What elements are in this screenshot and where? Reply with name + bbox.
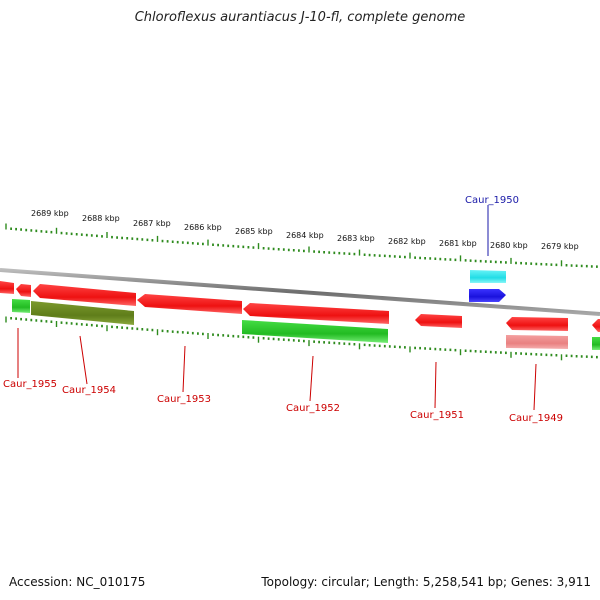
- gene-labels: Caur_1955 Caur_1954 Caur_1953 Caur_1952 …: [3, 195, 563, 424]
- gene-left-fragment[interactable]: [0, 281, 14, 294]
- kbp-label: 2688 kbp: [82, 214, 120, 223]
- accession-text: Accession: NC_010175: [9, 575, 146, 589]
- kbp-labels: 2689 kbp 2688 kbp 2687 kbp 2686 kbp 2685…: [31, 209, 579, 251]
- gene-caur-1954[interactable]: [31, 301, 134, 325]
- gene-label-caur-1955: Caur_1955: [3, 379, 57, 390]
- inner-tick-scale: [5, 316, 598, 361]
- kbp-label: 2683 kbp: [337, 234, 375, 243]
- outer-tick-scale: [5, 223, 598, 268]
- gene-caur-1953[interactable]: [137, 294, 242, 314]
- gene-caur-1949-red[interactable]: [506, 317, 568, 331]
- gene-caur-1951[interactable]: [415, 314, 462, 328]
- topology-text: Topology: circular; Length: 5,258,541 bp…: [261, 575, 591, 589]
- gene-caur-1952[interactable]: [242, 320, 388, 343]
- kbp-label: 2681 kbp: [439, 239, 477, 248]
- kbp-label: 2685 kbp: [235, 227, 273, 236]
- gene-caur-1952-red[interactable]: [243, 303, 389, 324]
- kbp-label: 2686 kbp: [184, 223, 222, 232]
- gene-caur-1950-cyan[interactable]: [470, 270, 506, 283]
- kbp-label: 2687 kbp: [133, 219, 171, 228]
- label-leaders: [17, 205, 537, 411]
- gene-caur-1949[interactable]: [506, 335, 568, 349]
- kbp-label: 2684 kbp: [286, 231, 324, 240]
- kbp-label: 2689 kbp: [31, 209, 69, 218]
- kbp-label: 2679 kbp: [541, 242, 579, 251]
- gene-label-caur-1952: Caur_1952: [286, 403, 340, 414]
- map-title: Chloroflexus aurantiacus J-10-fl, comple…: [134, 10, 466, 25]
- gene-label-caur-1949: Caur_1949: [509, 413, 563, 424]
- kbp-label: 2680 kbp: [490, 241, 528, 250]
- gene-right-edge-red[interactable]: [592, 319, 600, 332]
- gene-caur-1954-red[interactable]: [33, 284, 136, 306]
- gene-right-edge-green[interactable]: [592, 337, 600, 350]
- gene-label-caur-1951: Caur_1951: [410, 410, 464, 421]
- gene-label-caur-1954: Caur_1954: [62, 385, 116, 396]
- kbp-label: 2682 kbp: [388, 237, 426, 246]
- gene-label-caur-1950: Caur_1950: [465, 195, 519, 206]
- gene-caur-1955[interactable]: [12, 299, 30, 313]
- gene-label-caur-1953: Caur_1953: [157, 394, 211, 405]
- genome-backbone: [0, 268, 600, 316]
- gene-caur-1950-arrow[interactable]: [469, 289, 506, 302]
- gene-left-arrow-small[interactable]: [16, 284, 31, 297]
